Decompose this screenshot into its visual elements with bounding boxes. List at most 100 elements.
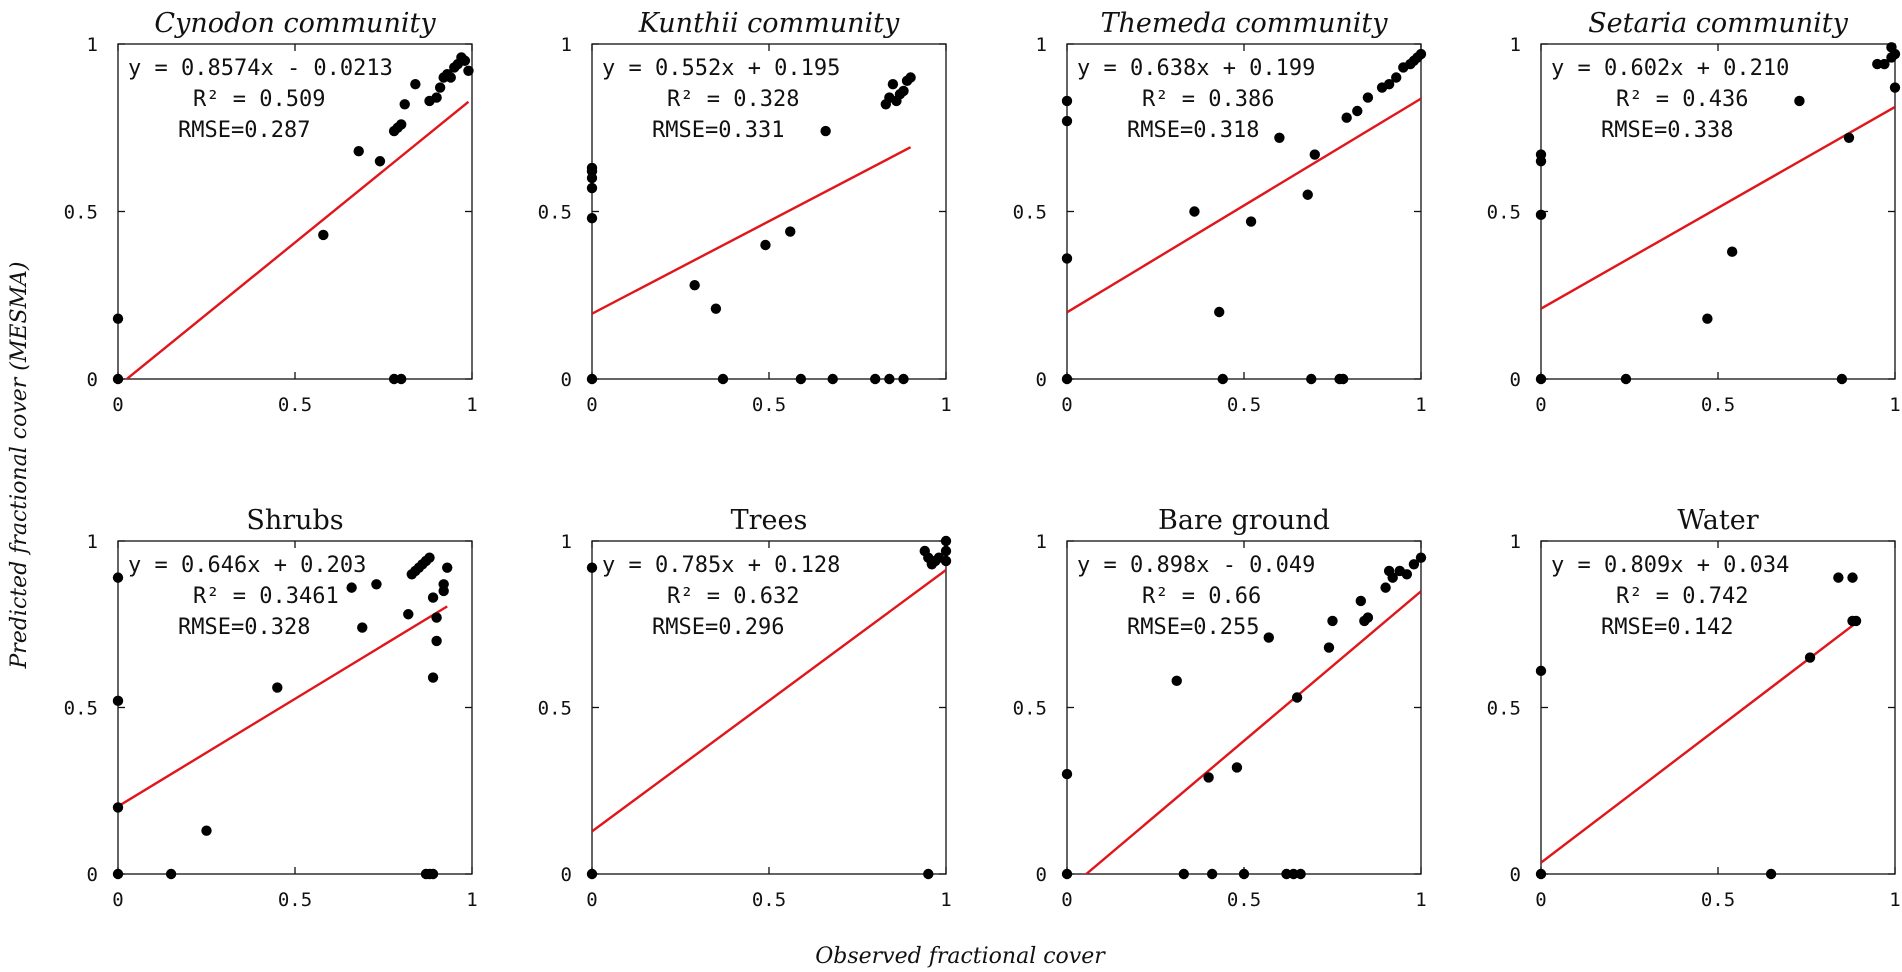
data-point — [1274, 132, 1285, 143]
data-point — [112, 313, 124, 324]
x-tick-label: 0.5 — [278, 889, 312, 911]
equation-label: y = 0.785x + 0.128 — [602, 553, 840, 578]
data-point — [1206, 868, 1218, 880]
equation-label: y = 0.646x + 0.203 — [128, 553, 366, 578]
data-point — [1387, 572, 1398, 583]
data-point — [1327, 615, 1338, 627]
data-point — [112, 373, 124, 385]
r2-label: R² = 0.66 — [1142, 584, 1261, 609]
data-point — [1291, 692, 1303, 703]
y-tick-label: 1 — [561, 531, 572, 553]
data-point — [1238, 868, 1250, 880]
panel-title: Setaria community — [1588, 8, 1848, 39]
data-point — [396, 373, 407, 385]
data-point — [1889, 82, 1901, 93]
y-tick-label: 0.5 — [1487, 698, 1521, 720]
panel-title: Trees — [731, 505, 808, 536]
regression-line — [124, 100, 470, 379]
r2-label: R² = 0.3461 — [193, 584, 339, 609]
panel-title: Water — [1677, 505, 1758, 536]
data-point — [431, 92, 442, 103]
r2-label: R² = 0.436 — [1616, 87, 1748, 112]
data-point — [870, 373, 881, 385]
data-point — [1337, 373, 1349, 385]
regression-line — [1084, 590, 1421, 874]
rmse-label: RMSE=0.255 — [1127, 615, 1259, 640]
data-point — [1535, 868, 1547, 880]
data-point — [1061, 95, 1073, 107]
data-point — [1401, 569, 1413, 580]
data-point — [898, 373, 909, 385]
data-point — [399, 99, 410, 110]
data-point — [424, 552, 435, 563]
data-point — [1323, 642, 1335, 653]
x-tick-label: 0.5 — [1701, 394, 1735, 416]
x-tick-label: 0 — [112, 889, 123, 911]
x-tick-label: 0 — [112, 394, 123, 416]
data-point — [586, 182, 598, 194]
data-point — [1231, 762, 1243, 773]
x-tick-label: 1 — [940, 889, 951, 911]
panel-5: 00 0.5 0.5 1 1 Shrubs y = 0.646x + 0.203 R² = 0… — [64, 505, 478, 911]
regression-line — [1067, 97, 1421, 314]
y-tick-label: 0 — [1036, 864, 1047, 886]
y-tick-label: 1 — [1510, 531, 1521, 553]
x-tick-label: 1 — [466, 394, 477, 416]
data-point — [1061, 253, 1073, 264]
data-point — [1847, 572, 1858, 583]
y-tick-label: 1 — [1036, 34, 1047, 56]
y-tick-label: 0.5 — [64, 698, 98, 720]
data-point — [1217, 373, 1228, 385]
panel-7: 00 0.5 0.5 1 1 Bare ground y = 0.898x - 0.049 R… — [1013, 505, 1427, 911]
data-point — [1847, 615, 1858, 627]
x-axis-title: Observed fractional cover — [815, 944, 1106, 969]
data-point — [427, 592, 439, 603]
x-tick-label: 1 — [466, 889, 477, 911]
rmse-label: RMSE=0.318 — [1127, 118, 1259, 143]
data-point — [112, 802, 124, 813]
data-point — [1189, 206, 1200, 217]
data-point — [1804, 652, 1816, 663]
data-point — [403, 609, 414, 620]
x-tick-label: 0 — [586, 394, 597, 416]
y-tick-label: 0 — [87, 369, 98, 391]
data-point — [710, 303, 722, 314]
x-tick-label: 1 — [1415, 394, 1426, 416]
data-point — [438, 579, 449, 590]
y-tick-label: 1 — [1036, 531, 1047, 553]
y-tick-label: 0.5 — [1013, 698, 1047, 720]
data-point — [1833, 572, 1844, 583]
data-point — [459, 55, 471, 66]
data-point — [1886, 42, 1897, 53]
x-tick-label: 0 — [1061, 889, 1072, 911]
y-tick-label: 0 — [87, 864, 98, 886]
data-point — [586, 373, 598, 385]
data-point — [785, 226, 796, 237]
data-point — [586, 562, 598, 573]
data-point — [371, 579, 382, 590]
r2-label: R² = 0.632 — [667, 584, 799, 609]
data-point — [1535, 373, 1547, 385]
data-point — [431, 612, 442, 623]
data-point — [940, 535, 952, 547]
data-point — [1203, 772, 1214, 783]
y-axis-title: Predicted fractional cover (MESMA) — [7, 261, 32, 669]
data-point — [827, 373, 838, 385]
regression-line — [592, 146, 912, 315]
data-point — [1061, 868, 1073, 880]
data-point — [318, 229, 329, 241]
data-point — [1171, 675, 1182, 687]
data-point — [586, 868, 598, 880]
data-point — [1309, 149, 1321, 160]
data-point — [586, 213, 598, 224]
data-point — [346, 582, 357, 593]
data-point — [1341, 112, 1352, 123]
panel-8: 00 0.5 0.5 1 1 Water y = 0.809x + 0.034 R² = 0.… — [1487, 505, 1901, 911]
equation-label: y = 0.8574x - 0.0213 — [128, 56, 393, 81]
data-point — [463, 65, 474, 77]
data-point — [353, 146, 364, 157]
data-point — [1535, 209, 1547, 221]
y-tick-label: 0.5 — [538, 698, 572, 720]
